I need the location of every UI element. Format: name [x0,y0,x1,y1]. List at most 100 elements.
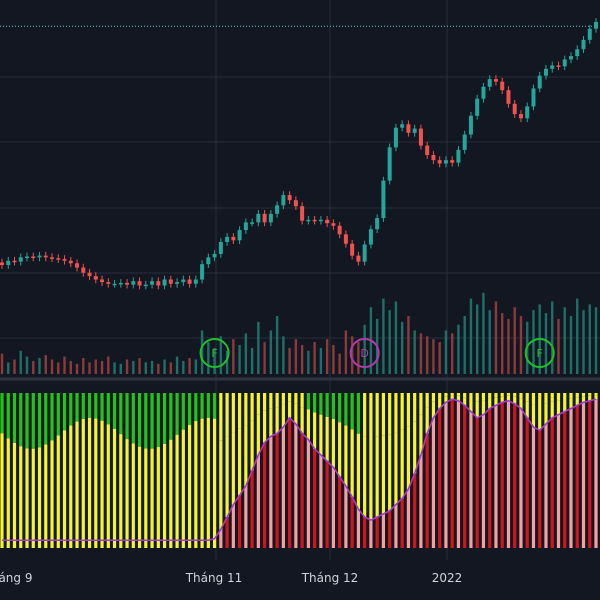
candle-body [12,260,17,263]
candle-body [143,284,148,287]
indicator-bar-top [275,393,279,408]
indicator-bar-red [344,486,348,548]
volume-bar [519,316,523,374]
indicator-bar-yellow [250,420,254,471]
indicator-bar-top [350,393,354,430]
volume-bar [238,345,241,374]
indicator-bar-yellow [494,397,498,406]
indicator-line [2,398,597,542]
candle-body [556,65,561,67]
volume-bar [200,330,204,374]
candle-body [200,264,205,280]
volume-bar [244,333,248,374]
candle-body [218,242,223,254]
volume-bar [257,321,260,374]
indicator-bar-yellow [19,446,23,548]
indicator-bar-top [419,393,423,415]
indicator-bar-top [488,393,492,399]
candle-body [493,79,498,82]
indicator-bar-yellow [44,444,48,548]
indicator-bar-red [569,408,573,548]
volume-bar [432,339,435,374]
indicator-bar-red [431,417,436,548]
candle-body [443,160,448,164]
indicator-group [0,393,598,548]
indicator-bar-red [244,486,248,548]
candle-body [425,145,430,155]
indicator-bar-yellow [544,403,548,424]
indicator-bar-green [69,393,73,426]
volume-bar [75,363,79,374]
indicator-bar-top [313,393,317,413]
candle-body [193,279,198,284]
indicator-bar-top [475,393,479,402]
candle-body [568,56,573,60]
candle-body [31,256,36,258]
indicator-bar-yellow [569,398,573,409]
volume-bar [100,360,104,374]
indicator-bar-red [575,405,579,548]
indicator-bar-top [575,393,579,398]
indicator-bar-red [394,504,398,548]
indicator-bar-yellow [375,436,379,517]
indicator-bar-top [288,393,292,402]
indicator-bar-yellow [94,418,98,548]
indicator-bar-top [263,393,267,411]
candle-body [325,219,330,224]
volume-bar [313,342,316,374]
indicator-bar-yellow [313,412,317,449]
volume-bar [13,359,16,374]
indicator-bar-top [425,393,429,408]
candle-body [462,134,467,150]
volume-bar [457,324,460,374]
candle-body [37,255,42,258]
candle-body [381,180,386,219]
candle-body [56,258,61,260]
volume-bar [419,333,423,374]
volume-bar [269,330,273,374]
volume-bar [582,310,585,374]
indicator-bar-red [588,400,592,548]
indicator-bar-yellow [62,430,67,548]
indicator-bar-yellow [56,435,60,548]
volume-bar [563,307,566,374]
volume-bar [282,336,285,374]
candle-body [387,147,392,181]
indicator-bar-yellow [513,396,517,404]
indicator-bar-green [212,393,217,419]
x-axis-label-nov: Tháng 11 [185,571,243,585]
indicator-bar-red [300,433,304,548]
volume-bar [250,347,254,374]
candle-body [343,234,348,244]
indicator-bar-yellow [350,429,354,497]
signal-marker [349,338,380,368]
indicator-bar-yellow [244,425,248,486]
indicator-bar-red [413,473,417,548]
indicator-bar-top [550,393,554,402]
indicator-bar-top [469,393,473,400]
candle-body [106,282,111,284]
indicator-bar-top [581,393,586,397]
indicator-bar-top [331,393,335,420]
candle-body [456,149,461,163]
candle-body [300,206,305,221]
indicator-bar-yellow [581,396,586,403]
indicator-bar-top [544,393,548,404]
indicator-bar-yellow [406,426,411,490]
indicator-bar-green [137,393,142,447]
volume-bar [25,356,29,374]
candle-body [243,222,248,231]
candle-body [356,255,361,262]
indicator-bar-yellow [219,440,223,530]
indicator-bar-top [294,393,298,404]
indicator-bar-red [306,439,310,548]
indicator-bar-red [313,448,317,548]
candle-body [450,160,455,163]
indicator-bar-red [538,430,542,548]
indicator-bar-red [219,529,223,548]
indicator-bar-top [481,393,486,401]
indicator-bar-top [394,393,398,433]
volume-bar [332,345,335,374]
indicator-bar-green [94,393,98,419]
